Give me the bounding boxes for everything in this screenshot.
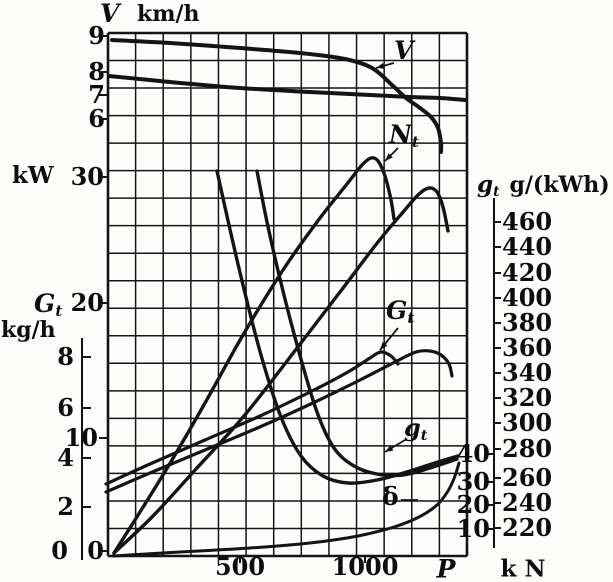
curve-Nt-gear1 xyxy=(112,156,396,555)
x-axis-symbol: P xyxy=(436,554,456,582)
n-axis-tick-label: 0 xyxy=(87,536,104,565)
delta-axis-tick-label: 10 xyxy=(456,514,490,543)
n-axis-tick-label: 10 xyxy=(64,423,98,452)
curve-label-Nt: Nt xyxy=(389,122,419,150)
v-axis-tick-label: 6 xyxy=(88,104,105,133)
curve-label-Nt-main: N xyxy=(389,120,412,149)
x-axis-unit: k N xyxy=(500,555,546,582)
curve-label-Nt-sub: t xyxy=(411,133,419,152)
n-axis-tick-label: 30 xyxy=(70,162,104,191)
gt-left-axis-title: Gt xyxy=(34,291,62,319)
delta-axis-tick-label: 40 xyxy=(456,439,490,468)
gt-right-axis-tick-label: 300 xyxy=(502,408,553,437)
v-axis-symbol: V xyxy=(100,0,120,28)
curve-label-Gt-main: G xyxy=(386,296,408,325)
gt-right-axis-subscript: t xyxy=(493,183,500,200)
gt-right-axis-tick-label: 420 xyxy=(502,258,553,287)
gt-right-axis-tick-label: 280 xyxy=(502,434,553,463)
curve-label-gt-main: g xyxy=(404,413,421,442)
gt-left-axis-tick-label: 0 xyxy=(51,536,68,565)
gt-right-axis-unit: g/(kWh) xyxy=(509,172,610,198)
gt-left-axis-tick-label: 2 xyxy=(57,492,74,521)
gt-left-axis-unit: kg/h xyxy=(1,317,56,343)
curve-label-V: V xyxy=(394,36,414,65)
v-axis-tick-label: 9 xyxy=(88,21,105,50)
curve-Gt-gear1 xyxy=(104,350,400,486)
gt-right-axis-tick-label: 400 xyxy=(502,283,553,312)
gt-right-axis-tick-label: 440 xyxy=(502,232,553,261)
curve-gt-gear1 xyxy=(215,169,460,485)
gt-right-axis-tick-label: 460 xyxy=(502,207,553,236)
n-axis-tick-label: 20 xyxy=(70,288,104,317)
leader-Gt-arrowhead xyxy=(380,341,388,350)
gt-left-axis-tick-label: 4 xyxy=(57,443,74,472)
delta-axis-tick-label: 30 xyxy=(456,467,490,496)
gt-left-axis-symbol: G xyxy=(34,289,56,318)
curve-Gt-gear2 xyxy=(104,349,454,494)
curve-label-gt-sub: t xyxy=(420,427,428,445)
curve-V-gear1 xyxy=(110,38,444,154)
delta-axis-tick-label: 20 xyxy=(456,490,490,519)
curve-V-gear2 xyxy=(107,74,468,102)
gt-left-axis-subscript: t xyxy=(55,302,63,321)
gt-right-axis-tick-label: 320 xyxy=(502,383,553,412)
leader-gt-arrowhead xyxy=(385,445,394,452)
v-axis-tick-label: 8 xyxy=(88,57,105,86)
gt-right-axis-tick-label: 260 xyxy=(502,463,553,492)
leader-Nt-arrowhead xyxy=(385,153,393,161)
curve-label-delta: δ xyxy=(382,482,399,511)
leader-V-arrowhead xyxy=(376,62,385,69)
curve-label-gt: gt xyxy=(404,416,427,443)
v-axis-tick-label: 7 xyxy=(88,80,105,109)
n-axis-unit: kW xyxy=(12,162,54,189)
gt-right-axis-tick-label: 380 xyxy=(502,308,553,337)
v-axis-unit: km/h xyxy=(137,1,200,27)
gt-right-axis-tick-label: 220 xyxy=(502,513,553,542)
curve-Nt-gear2 xyxy=(112,186,450,555)
gt-right-axis-tick-label: 360 xyxy=(502,333,553,362)
gt-right-axis-tick-label: 240 xyxy=(502,488,553,517)
curve-label-Gt: Gt xyxy=(386,298,414,326)
gt-left-axis-tick-label: 8 xyxy=(57,342,74,371)
gt-left-axis-tick-label: 6 xyxy=(57,393,74,422)
gt-right-axis-symbol: g xyxy=(477,171,494,198)
curve-label-Gt-sub: t xyxy=(407,309,415,328)
gt-right-axis-title: gt g/(kWh) xyxy=(477,173,610,200)
curve-gt-gear2 xyxy=(255,169,459,478)
x-axis-tick-label: 1000 xyxy=(331,552,399,581)
curve-delta xyxy=(111,461,461,558)
gt-right-axis-tick-label: 340 xyxy=(502,358,553,387)
x-axis-tick-label: 500 xyxy=(214,552,266,581)
